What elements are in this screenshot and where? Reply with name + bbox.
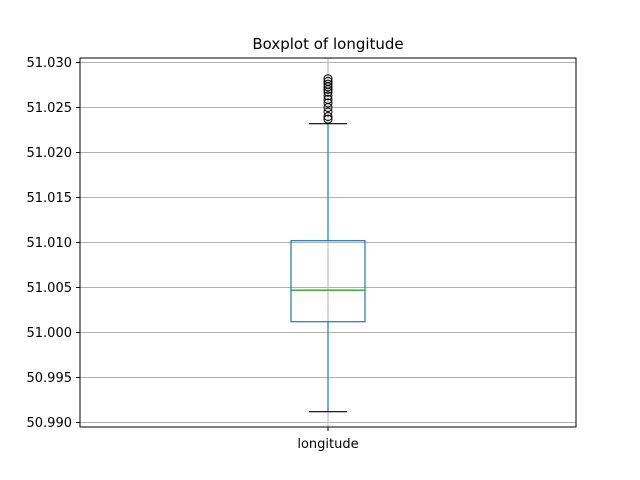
iqr-box <box>290 240 366 323</box>
outlier-point <box>323 112 333 121</box>
y-axis-ticks: 50.990 50.995 51.000 51.005 51.010 51.015 51.0… <box>27 56 80 431</box>
outlier-point <box>323 107 333 117</box>
y-tick-label: 51.020 <box>27 146 73 161</box>
outlier-point <box>323 114 333 124</box>
y-tick-label: 51.010 <box>27 236 73 251</box>
chart-title: Boxplot of longitude <box>252 35 403 53</box>
y-tick-label: 50.990 <box>27 416 73 431</box>
y-tick-label: 50.995 <box>27 371 73 386</box>
x-tick-label: longitude <box>297 437 358 452</box>
outlier-point <box>323 79 333 89</box>
outlier-point <box>323 91 333 101</box>
x-axis-ticks: longitude <box>297 427 359 452</box>
outlier-point <box>323 94 333 104</box>
y-tick-label: 51.030 <box>27 56 73 71</box>
y-tick-label: 51.005 <box>27 281 73 296</box>
box-elements <box>290 74 366 413</box>
outlier-point <box>323 74 333 84</box>
y-tick-label: 51.000 <box>27 326 73 341</box>
y-tick-label: 51.015 <box>27 191 73 206</box>
y-tick-label: 51.025 <box>27 101 73 116</box>
outlier-point <box>323 76 333 86</box>
outlier-point <box>323 98 333 108</box>
